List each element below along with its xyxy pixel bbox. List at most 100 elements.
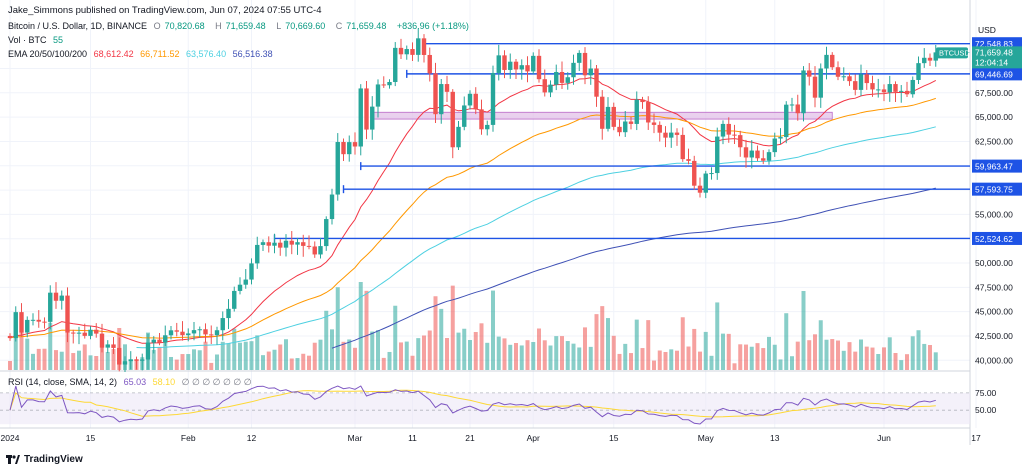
candle-body — [761, 158, 766, 161]
ohlc-low-value: 70,669.60 — [285, 21, 326, 31]
volume-bar — [571, 343, 576, 370]
candle-body — [186, 333, 191, 336]
volume-bar — [761, 348, 766, 370]
volume-bar — [790, 356, 794, 370]
candle-body — [531, 55, 536, 72]
volume-bar — [468, 340, 472, 370]
candle-body — [858, 74, 864, 90]
volume-bar — [422, 335, 426, 370]
candle-body — [807, 70, 812, 77]
volume-bar — [870, 347, 875, 370]
candle-body — [812, 76, 818, 98]
candle-body — [582, 52, 588, 76]
volume-bar — [818, 320, 823, 370]
volume-bar — [94, 356, 99, 370]
volume-bar — [669, 349, 674, 370]
candle-body — [674, 132, 680, 135]
ohlc-close-label: C — [335, 21, 343, 31]
candle-body — [841, 76, 846, 78]
candle-body — [421, 38, 427, 55]
candle-body — [387, 82, 392, 86]
candle-body — [600, 96, 605, 129]
volume-bar — [795, 341, 800, 370]
candle-body — [30, 319, 36, 321]
candle-body — [174, 330, 179, 332]
volume-bar — [772, 344, 777, 370]
candle-body — [732, 134, 737, 136]
ohlc-high-value: 71,659.48 — [225, 21, 266, 31]
volume-bar — [933, 352, 938, 370]
volume-bar — [588, 346, 593, 370]
volume-bar — [675, 350, 679, 370]
candle-body — [588, 68, 593, 76]
candle-body — [784, 104, 789, 138]
published-caption: Jake_Simmons published on TradingView.co… — [8, 5, 322, 16]
volume-bar — [266, 351, 271, 370]
candle-body — [111, 344, 116, 348]
volume-bar — [703, 331, 708, 370]
candle-body — [651, 122, 657, 125]
candle-body — [283, 240, 289, 248]
candle-body — [324, 219, 329, 247]
volume-bar — [594, 314, 599, 370]
volume-bar — [715, 302, 720, 370]
last-price-tag — [972, 46, 1022, 69]
volume-bar — [358, 282, 363, 370]
volume-bar — [8, 360, 12, 370]
candle-body — [916, 63, 921, 80]
candle-body — [663, 132, 668, 138]
volume-bar — [542, 340, 547, 370]
volume-bar — [577, 347, 582, 370]
price-axis: 72,548.83 69,446.69 59,963.47 57,593.75 52,5… — [935, 37, 1022, 365]
candle-body — [312, 246, 317, 255]
volume-bar — [462, 328, 467, 370]
candle-body — [42, 321, 47, 323]
volume-bar — [215, 354, 219, 370]
candle-body — [134, 359, 139, 361]
candle-body — [243, 279, 248, 285]
volume-bar — [209, 362, 214, 370]
volume-bar — [473, 332, 478, 370]
volume-bar — [600, 306, 605, 370]
candle-body — [25, 319, 30, 333]
volume-bar — [19, 330, 24, 370]
candle-body — [88, 329, 93, 336]
candle-body — [65, 295, 70, 333]
candle-body — [927, 57, 933, 61]
volume-label: Vol · BTC — [8, 35, 47, 45]
candle-body — [48, 292, 53, 322]
currency-label: USD — [978, 25, 996, 35]
ema-legend: EMA 20/50/100/200 68,612.42 66,711.52 63… — [8, 49, 277, 59]
volume-bar — [692, 328, 697, 370]
volume-bar — [330, 329, 334, 370]
rsi-label: RSI (14, close, SMA, 14, 2) — [8, 377, 118, 387]
level-price-label: 69,446.69 — [975, 69, 1013, 79]
volume-bar — [36, 348, 41, 370]
ema200-line — [331, 187, 936, 349]
ohlc-close: C 71,659.48 — [336, 21, 391, 31]
ema100-value: 63,576.40 — [186, 49, 227, 59]
candle-body — [686, 159, 691, 161]
candle-body — [416, 38, 421, 55]
candle-body — [680, 134, 685, 160]
volume-bar — [537, 328, 541, 370]
volume-bar — [565, 341, 570, 370]
candle-body — [617, 126, 622, 133]
time-tick-label: 2024 — [1, 433, 20, 443]
candle-body — [220, 318, 225, 331]
volume-bar — [301, 353, 306, 370]
volume-bar — [393, 305, 398, 370]
time-axis: 2024 15 Feb 12 Mar 11 21 Apr 15 May 13 Jun 17 — [1, 433, 981, 443]
volume-bar — [634, 319, 639, 370]
candle-body — [749, 150, 754, 158]
candle-body — [329, 194, 335, 220]
time-tick-label: 21 — [465, 433, 475, 443]
volume-bar — [836, 340, 840, 370]
ema20-value: 68,612.42 — [93, 49, 134, 59]
volume-bar — [261, 355, 265, 370]
volume-legend: Vol · BTC 55 — [8, 35, 67, 45]
candle-body — [720, 123, 726, 137]
volume-bar — [640, 348, 645, 370]
candle-body — [226, 308, 231, 319]
